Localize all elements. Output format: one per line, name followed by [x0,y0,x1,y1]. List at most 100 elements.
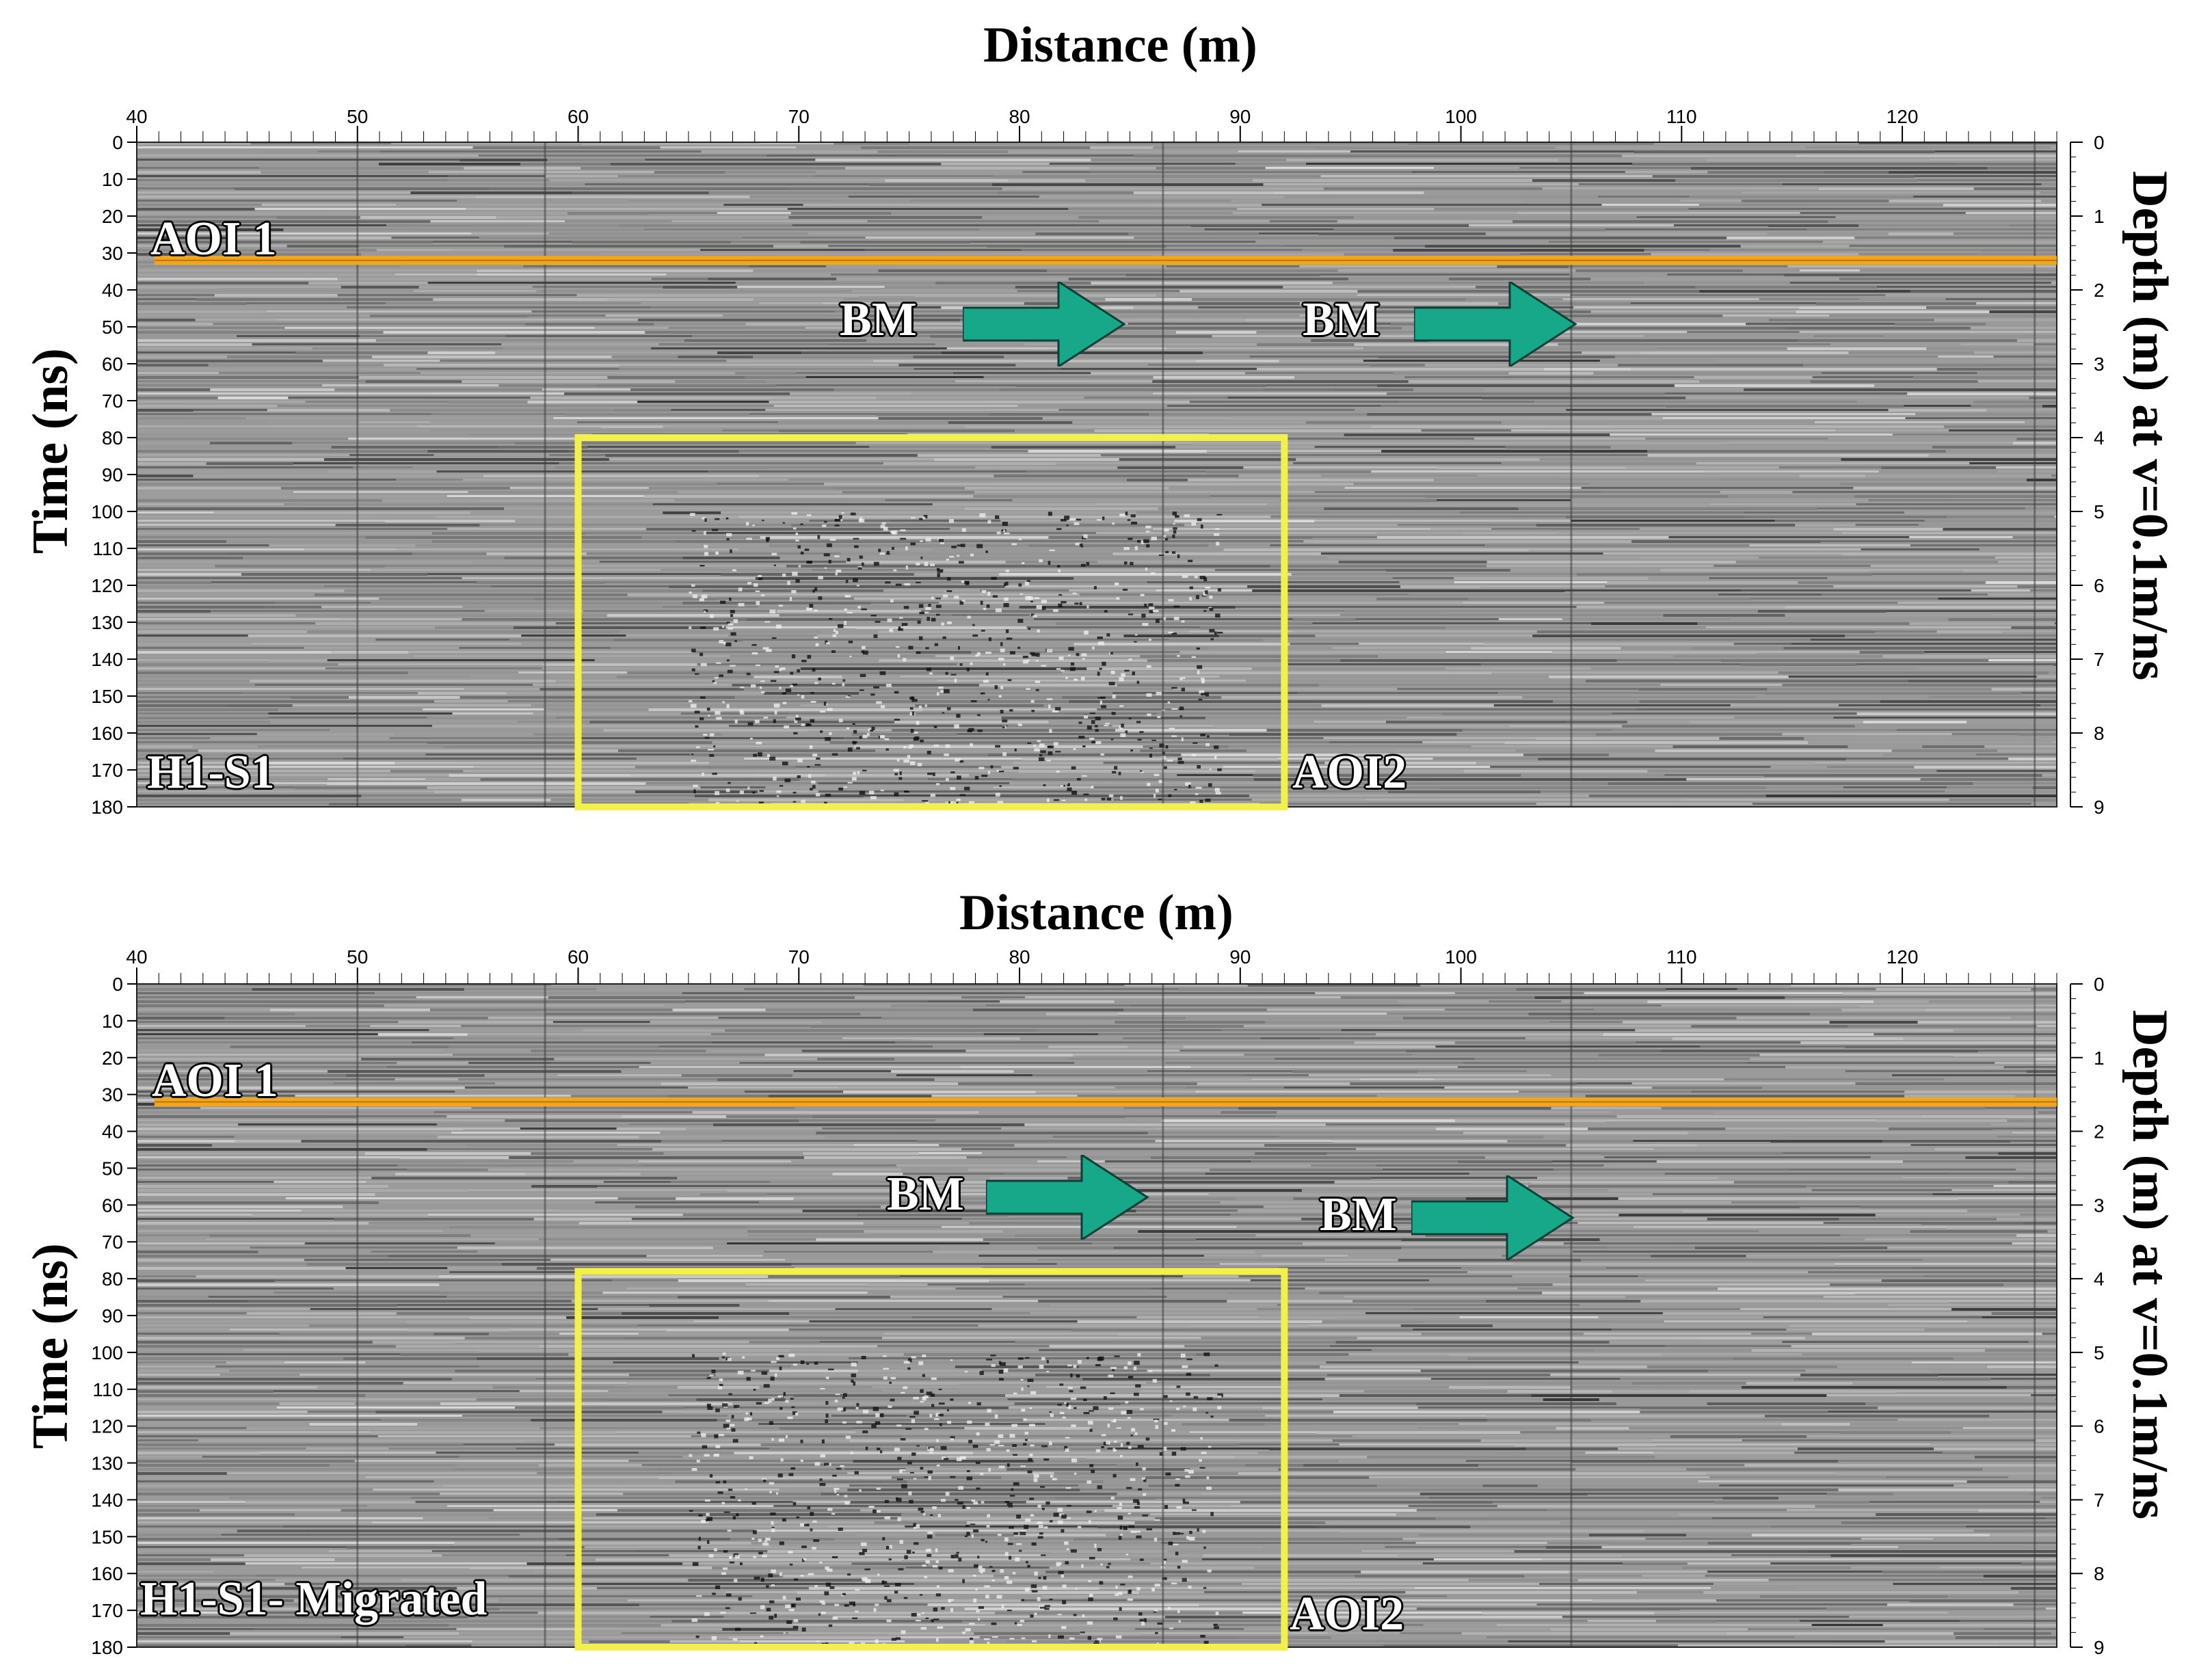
x-tick-label: 100 [1445,106,1477,127]
time-tick-label: 40 [102,1121,123,1143]
time-tick-label: 50 [102,317,123,338]
aoi2-box [574,1268,1288,1651]
aoi2-label: AOI2 [1290,1588,1404,1640]
aoi1-label: AOI 1 [152,1054,278,1107]
radargram-panel-bottom: 40 50 60 70 80 90 100 110 120 0 10 20 30 40 50 60 70 80 90… [0,840,2199,1680]
x-tick-label: 120 [1887,946,1919,968]
x-tick-label: 70 [788,106,810,127]
depth-tick-label: 8 [2094,1563,2105,1584]
time-tick-label: 20 [102,206,123,227]
radargram-panel-top: 40 50 60 70 80 90 100 110 120 0 10 20 30 40 50 60 70 80 90… [23,17,2178,818]
time-tick-label: 90 [102,464,123,485]
bm-label-1: BM [840,293,917,346]
radargram-canvas: 40 50 60 70 80 90 100 110 1200102030405060708090… [91,106,2105,818]
x-tick-label: 120 [1887,106,1919,127]
bm-label-2: BM [1320,1188,1397,1241]
time-tick-label: 160 [91,723,123,744]
x-tick-label: 60 [568,946,589,968]
depth-tick-label: 2 [2094,280,2105,301]
depth-tick-label: 2 [2094,1121,2105,1143]
time-tick-label: 10 [102,169,123,190]
time-tick-label: 130 [91,1453,123,1474]
aoi1-label: AOI 1 [150,213,277,265]
time-tick-label: 110 [92,1379,123,1400]
aoi2-box [574,434,1288,810]
time-tick-label: 150 [91,1526,123,1547]
arrow-icon [1411,1175,1575,1260]
depth-tick-label: 0 [2094,132,2105,153]
arrow-icon [986,1155,1149,1240]
time-tick-label: 120 [91,575,123,596]
time-tick-label: 70 [102,1231,123,1253]
time-tick-label: 140 [91,1489,123,1510]
time-tick-label: 60 [102,354,123,375]
time-tick-label: 70 [102,390,123,412]
bm-label-1: BM [887,1168,964,1221]
time-tick-label: 0 [112,974,123,995]
profile-label: H1-S1- Migrated [140,1573,488,1625]
x-tick-label: 50 [347,106,368,127]
arrow-icon [1414,282,1577,366]
depth-tick-label: 3 [2094,354,2105,375]
x-tick-label: 110 [1666,946,1697,968]
time-tick-label: 180 [91,797,123,818]
time-tick-label: 100 [91,501,123,522]
depth-tick-label: 8 [2094,723,2105,744]
y-axis-title: Time (ns) [23,1243,79,1449]
x-tick-label: 100 [1445,946,1477,968]
time-tick-label: 20 [102,1048,123,1069]
x-axis-title: Distance (m) [983,17,1257,73]
radargram-background [137,984,2057,1647]
time-tick-label: 130 [91,612,123,633]
x-tick-label: 70 [788,946,810,968]
time-tick-label: 90 [102,1305,123,1326]
time-tick-label: 170 [91,760,123,781]
radargram-canvas: 40 50 60 70 80 90 100 110 1200102030405060708090… [91,946,2105,1658]
time-tick-label: 100 [91,1342,123,1363]
time-tick-label: 160 [91,1563,123,1584]
depth-tick-label: 9 [2094,1637,2105,1658]
depth-tick-label: 7 [2094,1489,2105,1510]
depth-tick-label: 5 [2094,501,2105,522]
reflector-bands [137,984,2057,1647]
x-tick-label: 90 [1229,106,1251,127]
x-tick-label: 60 [568,106,589,127]
time-tick-label: 80 [102,427,123,449]
time-tick-label: 50 [102,1158,123,1179]
time-tick-label: 40 [102,280,123,301]
time-tick-label: 150 [91,686,123,707]
depth-tick-label: 4 [2094,1268,2105,1290]
depth-tick-label: 0 [2094,974,2105,995]
time-tick-label: 30 [102,1084,123,1106]
reflector-bands [137,142,2057,805]
depth-tick-label: 3 [2094,1195,2105,1216]
depth-tick-label: 1 [2094,1048,2105,1069]
depth-tick-label: 7 [2094,649,2105,670]
time-tick-label: 110 [92,538,123,559]
depth-tick-label: 6 [2094,1416,2105,1437]
profile-label: H1-S1 [147,746,275,799]
time-tick-label: 180 [91,1637,123,1658]
right-axis-title: Depth (m) at v=0.1m/ns [2122,1010,2178,1520]
aoi2-label: AOI2 [1292,746,1407,799]
right-axis-title: Depth (m) at v=0.1m/ns [2122,171,2178,681]
time-tick-label: 10 [102,1011,123,1032]
time-tick-label: 120 [91,1416,123,1437]
depth-tick-label: 6 [2094,575,2105,596]
x-tick-label: 80 [1009,946,1030,968]
disturbed-zone [689,1352,1223,1651]
time-tick-label: 0 [112,132,123,153]
depth-tick-label: 1 [2094,206,2105,227]
time-tick-label: 30 [102,243,123,264]
time-tick-label: 60 [102,1195,123,1216]
time-tick-label: 140 [91,649,123,670]
depth-tick-label: 9 [2094,797,2105,818]
arrow-icon [963,282,1126,366]
x-tick-label: 80 [1009,106,1030,127]
y-axis-title: Time (ns) [23,348,79,554]
x-tick-label: 110 [1666,106,1697,127]
depth-tick-label: 4 [2094,427,2105,449]
x-tick-label: 90 [1229,946,1251,968]
disturbed-zone [689,511,1223,810]
depth-tick-label: 5 [2094,1342,2105,1363]
